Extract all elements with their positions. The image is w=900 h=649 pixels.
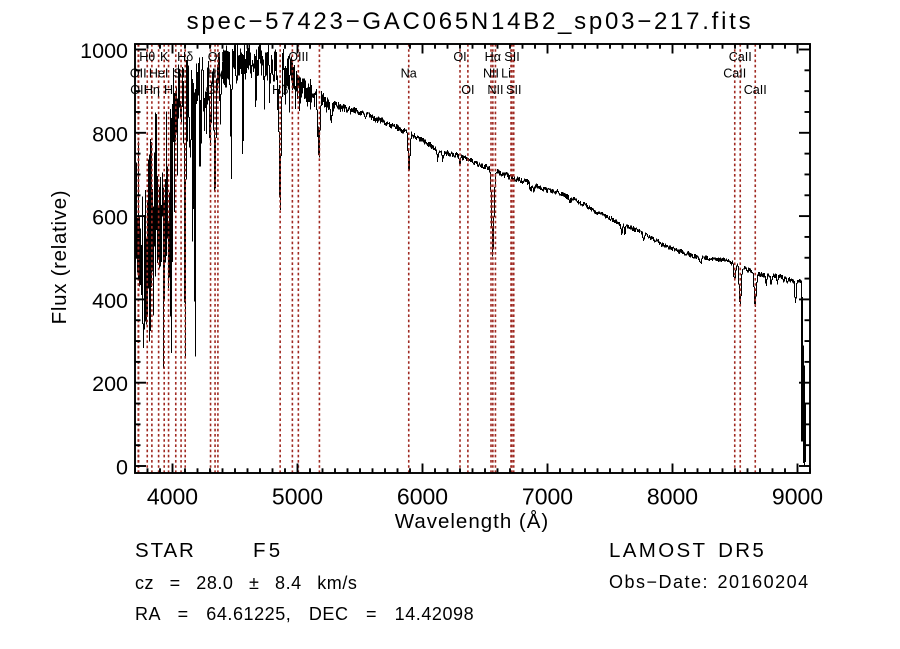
svg-text:SII: SII <box>504 50 519 64</box>
svg-text:cz = 28.0 ± 8.4 km/s: cz = 28.0 ± 8.4 km/s <box>135 573 357 593</box>
svg-text:400: 400 <box>92 289 128 313</box>
svg-text:NII: NII <box>487 83 503 97</box>
svg-text:NII: NII <box>483 67 499 81</box>
svg-text:CaII: CaII <box>744 83 767 97</box>
svg-text:Obs−Date: 20160204: Obs−Date: 20160204 <box>609 572 810 592</box>
svg-text:4000: 4000 <box>147 484 198 510</box>
svg-text:CaII: CaII <box>723 67 746 81</box>
svg-text:Li: Li <box>501 67 511 81</box>
svg-text:Hθ: Hθ <box>139 50 155 64</box>
svg-text:5000: 5000 <box>272 484 323 510</box>
svg-text:6000: 6000 <box>397 484 448 510</box>
svg-text:RA = 64.61225, DEC = 14.42098: RA = 64.61225, DEC = 14.42098 <box>135 604 474 624</box>
svg-text:Na: Na <box>401 67 417 81</box>
svg-text:H: H <box>164 83 173 97</box>
svg-text:STAR: STAR <box>135 539 196 562</box>
svg-text:7000: 7000 <box>522 484 573 510</box>
svg-text:OI: OI <box>461 83 474 97</box>
svg-text:OII: OII <box>130 67 147 81</box>
svg-text:K: K <box>160 50 169 64</box>
svg-text:Hα: Hα <box>485 50 501 64</box>
svg-text:CaII: CaII <box>729 50 752 64</box>
svg-text:600: 600 <box>92 206 128 230</box>
svg-text:8000: 8000 <box>647 484 698 510</box>
svg-text:Flux (relative): Flux (relative) <box>48 190 71 325</box>
svg-text:Hγ: Hγ <box>207 67 223 81</box>
svg-text:Wavelength (Å): Wavelength (Å) <box>395 510 550 533</box>
svg-text:200: 200 <box>92 372 128 396</box>
svg-text:Hη: Hη <box>144 83 160 97</box>
svg-text:F5: F5 <box>253 539 283 562</box>
svg-text:OIII: OIII <box>288 50 308 64</box>
svg-text:G: G <box>206 83 216 97</box>
svg-text:Hδ: Hδ <box>177 50 193 64</box>
svg-text:spec−57423−GAC065N14B2_sp03−21: spec−57423−GAC065N14B2_sp03−217.fits <box>187 8 754 35</box>
svg-text:Hβ: Hβ <box>272 83 288 97</box>
svg-text:HeI: HeI <box>149 67 169 81</box>
svg-text:9000: 9000 <box>772 484 823 510</box>
svg-text:OIII: OIII <box>208 50 228 64</box>
svg-text:OI: OI <box>453 50 466 64</box>
svg-text:0: 0 <box>116 456 128 480</box>
svg-text:800: 800 <box>92 122 128 146</box>
svg-text:LAMOST DR5: LAMOST DR5 <box>609 539 766 562</box>
svg-text:SII: SII <box>173 67 188 81</box>
svg-text:SII: SII <box>506 83 521 97</box>
svg-text:1000: 1000 <box>80 39 128 63</box>
